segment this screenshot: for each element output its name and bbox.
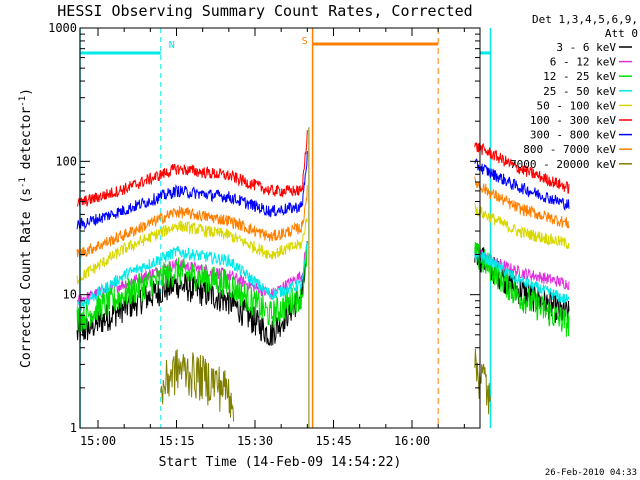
y-tick-label: 1 (70, 421, 77, 435)
legend-label: 800 - 7000 keV (523, 143, 616, 156)
series-line-1-seg1 (76, 240, 308, 346)
series-line-7-seg2 (474, 158, 570, 211)
y-axis-label: Corrected Count Rate (s-1 detector-1) (18, 88, 34, 368)
x-axis-label: Start Time (14-Feb-09 14:54:22) (159, 455, 402, 470)
legend-label: 25 - 50 keV (543, 85, 616, 98)
legend-label: 50 - 100 keV (537, 99, 617, 112)
saa-label: S (302, 36, 308, 47)
series-line-8-seg2 (474, 176, 570, 229)
x-tick-label: 16:00 (394, 434, 430, 448)
series-line-3-seg2 (474, 241, 570, 337)
series-line-7-seg1 (76, 151, 308, 231)
legend-label: 12 - 25 keV (543, 70, 616, 83)
x-tick-label: 15:30 (237, 434, 273, 448)
series-line-5-seg2 (474, 203, 570, 250)
legend-header-line2: Att 0 (605, 27, 638, 40)
series-line-6-seg1 (76, 130, 308, 207)
legend-label: 300 - 800 keV (530, 129, 616, 142)
legend-label: 3 - 6 keV (556, 41, 616, 54)
series-layer (76, 127, 570, 428)
plot-frame (79, 27, 481, 429)
night-label: N (169, 40, 175, 51)
series-line-9-seg1 (160, 349, 235, 422)
series-line-3-seg1 (76, 242, 308, 332)
series-line-9-seg2 (474, 348, 491, 415)
y-tick-label: 10 (63, 288, 77, 302)
series-line-8-seg1 (76, 185, 308, 260)
series-line-5-seg1 (76, 218, 308, 285)
series-line-4-seg2 (474, 250, 570, 304)
x-tick-label: 15:00 (80, 434, 116, 448)
legend-header-line1: Det 1,3,4,5,6,9, (532, 13, 638, 26)
footer-date: 26-Feb-2010 04:33 (545, 468, 637, 478)
y-tick-label: 100 (55, 154, 77, 168)
legend-label: 6 - 12 keV (550, 56, 617, 69)
series-line-6-seg2 (474, 142, 570, 194)
legend-label: 100 - 300 keV (530, 114, 616, 127)
axis-layer: 15:00 15:15 15:30 15:45 16:00 1 10 100 1000 (48, 21, 480, 448)
series-line-4-seg1 (76, 243, 308, 312)
legend-label: 7000 - 20000 keV (510, 158, 616, 171)
y-tick-label: 1000 (48, 21, 77, 35)
legend: Det 1,3,4,5,6,9, Att 0 3 - 6 keV 6 - 12 k… (510, 13, 638, 171)
x-tick-label: 15:45 (315, 434, 351, 448)
x-tick-label: 15:15 (158, 434, 194, 448)
chart-title: HESSI Observing Summary Count Rates, Cor… (57, 2, 472, 20)
